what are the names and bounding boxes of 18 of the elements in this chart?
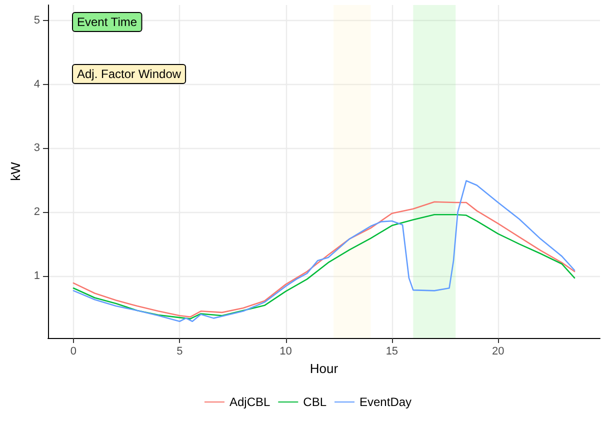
x-tick-label: 10 <box>280 346 292 358</box>
y-tick-label: 3 <box>34 142 40 154</box>
legend-label: AdjCBL <box>229 395 270 409</box>
y-tick-label: 2 <box>34 206 40 218</box>
y-tick-label: 1 <box>34 270 40 282</box>
x-tick-label: 15 <box>386 346 398 358</box>
legend-label: CBL <box>303 395 327 409</box>
y-tick-label: 4 <box>34 78 40 90</box>
line-series <box>72 180 576 322</box>
annotation: Adj. Factor Window <box>77 67 182 81</box>
y-axis-title: kW <box>8 161 23 181</box>
x-tick-label: 5 <box>176 346 183 358</box>
y-tick-label: 5 <box>34 14 40 26</box>
x-tick-label: 0 <box>70 346 77 358</box>
x-axis-title: Hour <box>310 361 339 376</box>
x-tick-label: 20 <box>492 346 504 358</box>
legend-label: EventDay <box>360 395 412 409</box>
annotation: Event Time <box>77 15 138 29</box>
